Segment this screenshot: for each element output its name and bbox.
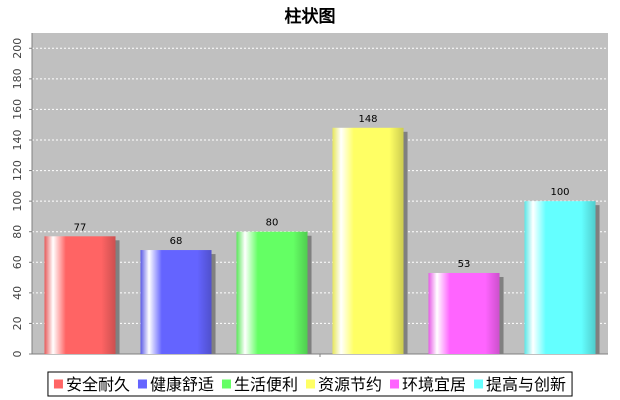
legend-swatch: [390, 379, 400, 389]
bar: [140, 250, 212, 354]
y-tick-label: 180: [11, 68, 24, 89]
y-tick-label: 120: [11, 160, 24, 181]
bar: [44, 236, 116, 354]
chart-title: 柱状图: [285, 6, 336, 27]
y-tick-label: 80: [11, 225, 24, 239]
legend: 安全耐久 健康舒适 生活便利 资源节约 环境宜居 提高与创新: [47, 371, 573, 397]
bar: [524, 201, 596, 354]
y-tick-label: 100: [11, 191, 24, 212]
data-label: 80: [266, 218, 279, 229]
data-label: 68: [170, 236, 183, 247]
bar: [428, 272, 500, 354]
y-tick-label: 140: [11, 130, 24, 151]
legend-swatch: [53, 379, 63, 389]
data-label: 53: [458, 259, 471, 270]
legend-swatch: [137, 379, 147, 389]
data-label: 148: [358, 114, 377, 125]
y-tick-label: 200: [11, 38, 24, 59]
y-tick-label: 0: [11, 351, 24, 358]
legend-label: 提高与创新: [486, 375, 566, 394]
bar: [332, 127, 404, 355]
legend-swatch: [474, 379, 484, 389]
legend-label: 安全耐久: [66, 375, 130, 394]
y-tick-label: 20: [11, 316, 24, 330]
legend-label: 环境宜居: [402, 375, 466, 394]
y-tick-label: 60: [11, 255, 24, 269]
y-tick-label: 40: [11, 286, 24, 300]
data-label: 77: [74, 222, 87, 233]
plot-area: 0 20 40 60 80 100 120 140 160 180 200 77 68 80 148 53 10…: [11, 33, 608, 358]
bar: [236, 231, 308, 354]
data-label: 100: [550, 187, 569, 198]
plot-background: [32, 33, 608, 354]
legend-label: 资源节约: [318, 375, 382, 394]
legend-label: 健康舒适: [150, 375, 214, 394]
legend-label: 生活便利: [234, 375, 298, 394]
y-tick-label: 160: [11, 99, 24, 120]
legend-swatch: [221, 379, 231, 389]
legend-swatch: [306, 379, 315, 389]
